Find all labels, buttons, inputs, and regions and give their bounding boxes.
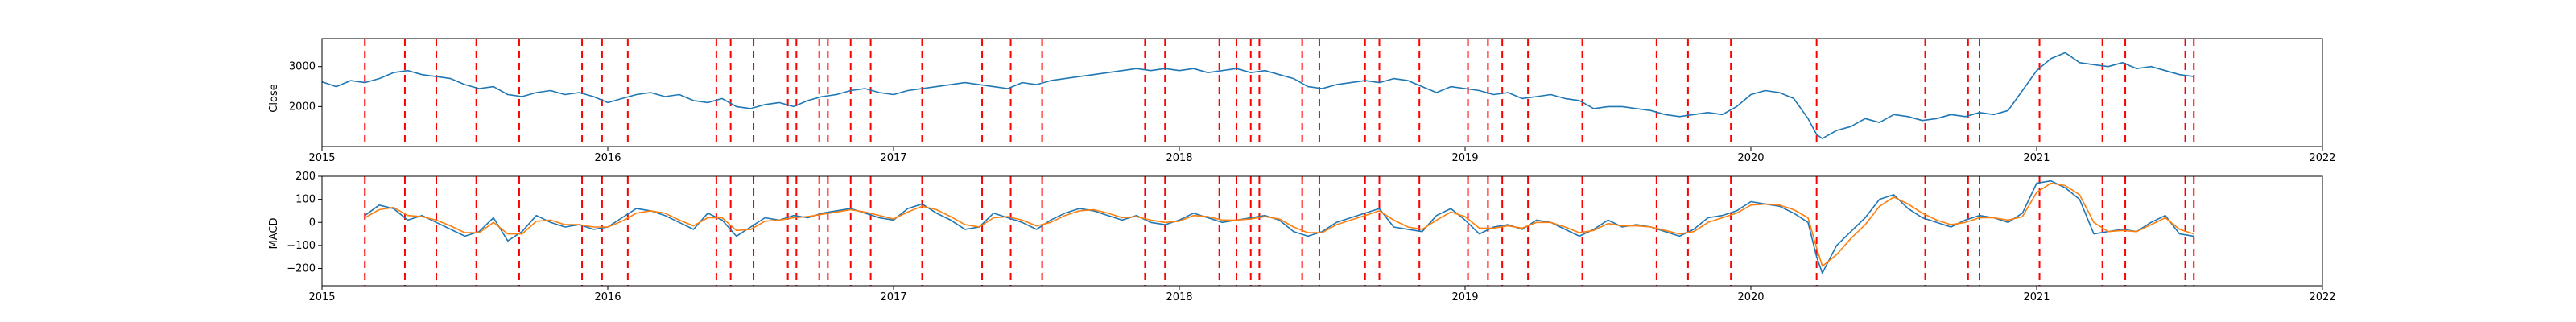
y-tick-label-2: 0	[309, 217, 316, 229]
x-tick-label-4: 2019	[1451, 291, 1478, 303]
x-tick-label-4: 2019	[1451, 152, 1478, 164]
x-tick-label-5: 2020	[1737, 291, 1764, 303]
x-tick-label-0: 2015	[308, 152, 335, 164]
x-tick-label-7: 2022	[2309, 152, 2335, 164]
macd-event-lines	[364, 176, 2195, 286]
macd-series-line-1	[364, 182, 2194, 267]
y-tick-label-1: −100	[287, 240, 316, 252]
x-tick-label-7: 2022	[2309, 291, 2335, 303]
x-tick-label-1: 2016	[594, 152, 621, 164]
macd-plot-frame	[321, 175, 2323, 287]
x-tick-label-3: 2018	[1166, 291, 1192, 303]
x-tick-label-6: 2021	[2023, 152, 2050, 164]
y-tick-label-3: 100	[295, 194, 316, 206]
close-price-panel: Close 2015 2016 2017 2018 2019 2020 2021 202220…	[268, 38, 2336, 164]
y-tick-label-1: 3000	[289, 61, 316, 73]
close-y-axis-label: Close	[268, 84, 280, 112]
y-tick-label-0: −200	[287, 263, 316, 275]
x-tick-label-1: 2016	[594, 291, 621, 303]
macd-axis-ticks: 2015 2016 2017 2018 2019 2020 2021 2022 −200 −100…	[287, 171, 2335, 303]
macd-series-line-0	[364, 180, 2194, 275]
macd-series-group	[364, 180, 2194, 275]
close-axis-ticks: 2015 2016 2017 2018 2019 2020 2021 2022 2000 3000	[289, 61, 2336, 164]
close-series-line-0	[321, 52, 2194, 139]
macd-panel: MACD 2015 2016 2017 2018 2019 2020 2021 2022 −20…	[268, 171, 2336, 303]
x-tick-label-2: 2017	[880, 291, 906, 303]
x-tick-label-2: 2017	[880, 152, 906, 164]
x-tick-label-5: 2020	[1737, 152, 1764, 164]
close-series-group	[321, 52, 2194, 139]
x-tick-label-0: 2015	[308, 291, 335, 303]
close-event-lines	[364, 39, 2195, 147]
y-tick-label-4: 200	[295, 171, 316, 183]
macd-y-axis-label: MACD	[268, 218, 280, 250]
x-tick-label-3: 2018	[1166, 152, 1192, 164]
close-plot-frame	[321, 38, 2323, 147]
x-tick-label-6: 2021	[2023, 291, 2050, 303]
y-tick-label-0: 2000	[289, 101, 316, 113]
